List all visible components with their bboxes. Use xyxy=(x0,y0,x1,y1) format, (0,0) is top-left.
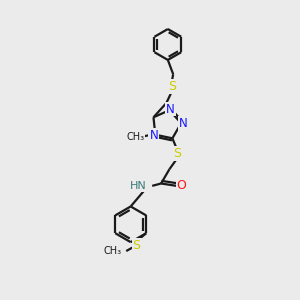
Text: CH₃: CH₃ xyxy=(126,132,145,142)
Text: S: S xyxy=(168,80,176,93)
Text: N: N xyxy=(149,129,158,142)
Text: N: N xyxy=(179,117,188,130)
Text: CH₃: CH₃ xyxy=(103,246,122,256)
Text: S: S xyxy=(173,147,181,160)
Text: HN: HN xyxy=(130,181,147,191)
Text: S: S xyxy=(133,239,141,252)
Text: O: O xyxy=(177,179,187,192)
Text: N: N xyxy=(166,103,175,116)
